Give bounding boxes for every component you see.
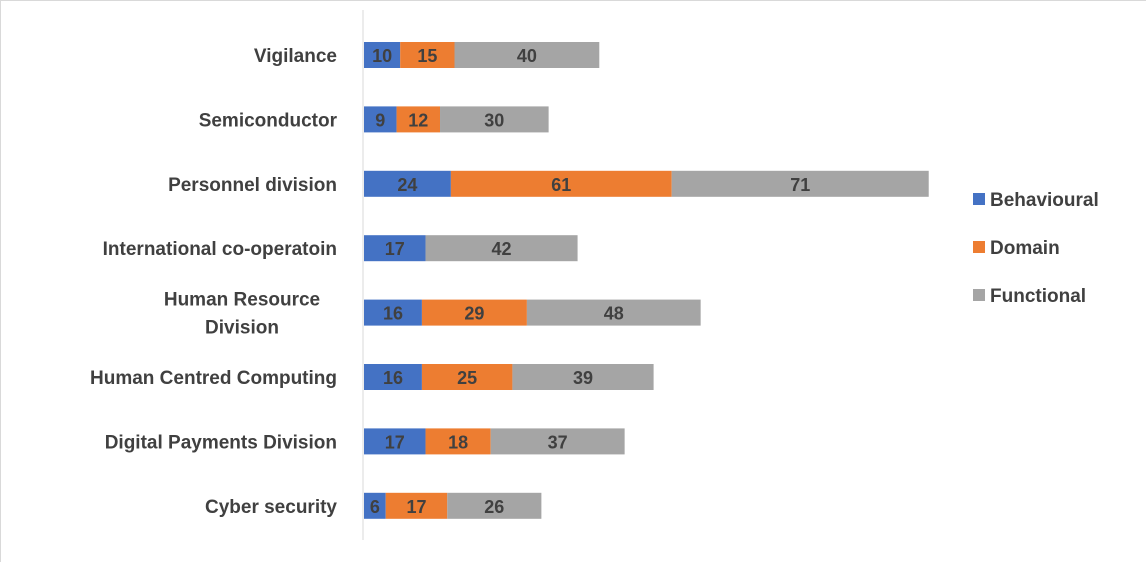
data-label-human-resource-division-domain: 29 [464, 304, 484, 324]
category-label-digital-payments-division: Digital Payments Division [105, 432, 337, 453]
bar-personnel-division-domain [450, 170, 672, 197]
legend-swatch-functional [973, 289, 985, 301]
legend-label-domain: Domain [990, 238, 1060, 259]
data-label-vigilance-functional: 40 [517, 46, 537, 66]
data-label-personnel-division-functional: 71 [790, 175, 810, 195]
data-label-vigilance-behavioural: 10 [372, 46, 392, 66]
bar-human-centred-computing-functional [512, 364, 654, 390]
bar-semiconductor-behavioural [364, 106, 397, 133]
category-label-vigilance: Vigilance [254, 46, 337, 67]
data-label-human-resource-division-behavioural: 16 [383, 304, 403, 324]
data-label-cyber-security-behavioural: 6 [370, 497, 380, 517]
legend: Behavioural Domain Functional [973, 190, 1099, 307]
data-label-semiconductor-functional: 30 [484, 110, 504, 130]
bar-vigilance-domain [400, 42, 455, 68]
data-label-cyber-security-domain: 17 [406, 497, 426, 517]
bar-international-co-operatoin-functional [425, 235, 578, 262]
legend-label-functional: Functional [990, 286, 1086, 307]
bar-semiconductor-domain [396, 106, 441, 133]
category-label-international-co-operatoin: International co-operatoin [103, 239, 337, 260]
bar-personnel-division-functional [671, 170, 929, 197]
bar-international-co-operatoin-behavioural [364, 235, 426, 262]
data-label-human-centred-computing-domain: 25 [457, 368, 477, 388]
bar-digital-payments-division-domain [425, 428, 491, 455]
bars: 10 15 40 9 12 30 24 61 71 17 42 16 29 48 16 25 39 17 18 37 6… [364, 42, 929, 519]
bar-human-centred-computing-behavioural [364, 364, 422, 390]
bar-human-centred-computing-domain [421, 364, 513, 390]
legend-swatch-behavioural [973, 193, 985, 205]
category-label-human-centred-computing: Human Centred Computing [90, 368, 337, 389]
bar-digital-payments-division-behavioural [364, 428, 426, 455]
data-label-human-resource-division-functional: 48 [604, 304, 624, 324]
bar-vigilance-functional [454, 42, 600, 68]
category-label-personnel-division: Personnel division [168, 175, 337, 196]
category-label-semiconductor: Semiconductor [199, 110, 338, 131]
data-label-vigilance-domain: 15 [417, 46, 437, 66]
category-label-human-resource-division: Human Resource Division [164, 290, 320, 339]
data-label-semiconductor-behavioural: 9 [375, 110, 385, 130]
bar-digital-payments-division-functional [490, 428, 625, 455]
bar-human-resource-division-functional [526, 299, 701, 326]
data-label-human-centred-computing-behavioural: 16 [383, 368, 403, 388]
category-label-cyber-security: Cyber security [205, 497, 337, 518]
bar-semiconductor-functional [440, 106, 549, 133]
bar-vigilance-behavioural [364, 42, 401, 68]
data-label-cyber-security-functional: 26 [484, 497, 504, 517]
bar-cyber-security-domain [385, 492, 448, 519]
category-labels: Vigilance Semiconductor Personnel division… [90, 46, 338, 518]
data-label-digital-payments-division-domain: 18 [448, 432, 468, 452]
data-label-personnel-division-domain: 61 [551, 175, 571, 195]
bar-human-resource-division-behavioural [364, 299, 422, 326]
bar-cyber-security-functional [447, 492, 542, 519]
data-label-personnel-division-behavioural: 24 [397, 175, 417, 195]
data-label-international-co-operatoin-behavioural: 17 [385, 239, 405, 259]
data-label-human-centred-computing-functional: 39 [573, 368, 593, 388]
bar-personnel-division-behavioural [364, 170, 451, 197]
bar-human-resource-division-domain [421, 299, 527, 326]
data-label-digital-payments-division-functional: 37 [548, 432, 568, 452]
legend-label-behavioural: Behavioural [990, 190, 1099, 211]
legend-swatch-domain [973, 241, 985, 253]
data-label-semiconductor-domain: 12 [408, 110, 428, 130]
bar-cyber-security-behavioural [364, 492, 386, 519]
data-label-digital-payments-division-behavioural: 17 [385, 432, 405, 452]
data-label-international-co-operatoin-functional: 42 [492, 239, 512, 259]
